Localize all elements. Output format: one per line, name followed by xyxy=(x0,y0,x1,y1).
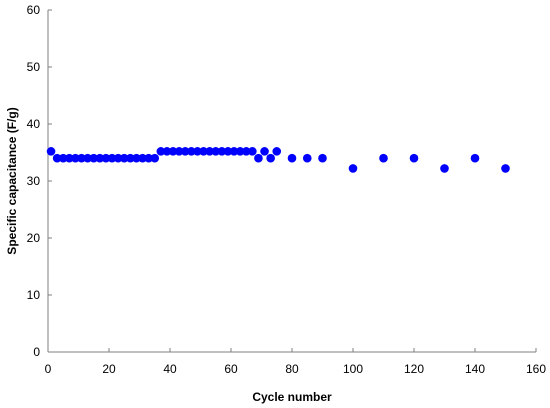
data-point xyxy=(348,164,358,173)
data-point xyxy=(174,147,184,156)
data-point xyxy=(113,153,123,163)
data-point xyxy=(58,153,68,163)
data-point xyxy=(223,147,233,156)
data-point xyxy=(162,147,172,156)
data-point xyxy=(156,147,166,156)
data-point xyxy=(248,147,257,156)
data-point xyxy=(65,153,74,163)
data-point xyxy=(150,153,160,163)
x-axis-title: Cycle number xyxy=(252,390,332,404)
data-point xyxy=(211,147,221,156)
data-point xyxy=(193,147,202,156)
data-point xyxy=(77,153,86,163)
x-tick-label: 140 xyxy=(465,362,485,376)
data-point xyxy=(101,153,111,163)
data-point xyxy=(254,153,263,163)
data-point xyxy=(187,147,196,156)
x-tick-label: 100 xyxy=(343,362,363,376)
y-tick-label: 10 xyxy=(27,288,41,302)
data-point xyxy=(440,164,449,173)
data-point xyxy=(144,153,153,163)
x-tick-label: 120 xyxy=(404,362,424,376)
x-tick-label: 40 xyxy=(163,362,177,376)
data-point xyxy=(205,147,214,156)
x-tick-label: 0 xyxy=(45,362,52,376)
data-points xyxy=(46,147,510,173)
y-tick-label: 30 xyxy=(27,174,41,188)
data-point xyxy=(132,153,141,163)
data-point xyxy=(89,153,99,163)
x-tick-label: 160 xyxy=(526,362,546,376)
y-tick-label: 40 xyxy=(27,117,41,131)
data-point xyxy=(409,153,419,163)
data-point xyxy=(52,153,62,163)
x-tick-label: 60 xyxy=(224,362,238,376)
x-ticks: 0 20 40 60 80 100 120 140 160 xyxy=(45,348,546,376)
data-point xyxy=(46,147,56,156)
data-point xyxy=(95,153,105,163)
data-point xyxy=(180,147,190,156)
x-tick-label: 80 xyxy=(285,362,299,376)
data-point xyxy=(138,153,147,163)
y-tick-label: 60 xyxy=(27,3,41,17)
data-point xyxy=(287,153,297,163)
data-point xyxy=(318,153,327,163)
data-point xyxy=(119,153,129,163)
data-point xyxy=(260,147,269,156)
x-tick-label: 20 xyxy=(102,362,116,376)
data-point xyxy=(266,153,275,163)
data-point xyxy=(501,164,510,173)
y-ticks: 0 10 20 30 40 50 60 xyxy=(27,3,52,359)
data-point xyxy=(302,153,312,163)
data-point xyxy=(217,147,227,156)
data-point xyxy=(168,147,178,156)
data-point xyxy=(83,153,92,163)
y-tick-label: 20 xyxy=(27,231,41,245)
y-axis-title: Specific capacitance (F/g) xyxy=(5,107,19,254)
y-tick-label: 0 xyxy=(33,345,40,359)
data-point xyxy=(470,153,480,163)
y-tick-label: 50 xyxy=(27,60,41,74)
data-point xyxy=(71,153,80,163)
data-point xyxy=(199,147,208,156)
data-point xyxy=(241,147,251,156)
axes xyxy=(47,10,536,353)
data-point xyxy=(272,147,282,156)
data-point xyxy=(126,153,135,163)
data-point xyxy=(229,147,239,156)
data-point xyxy=(379,153,388,163)
data-point xyxy=(235,147,245,156)
data-point xyxy=(107,153,117,163)
